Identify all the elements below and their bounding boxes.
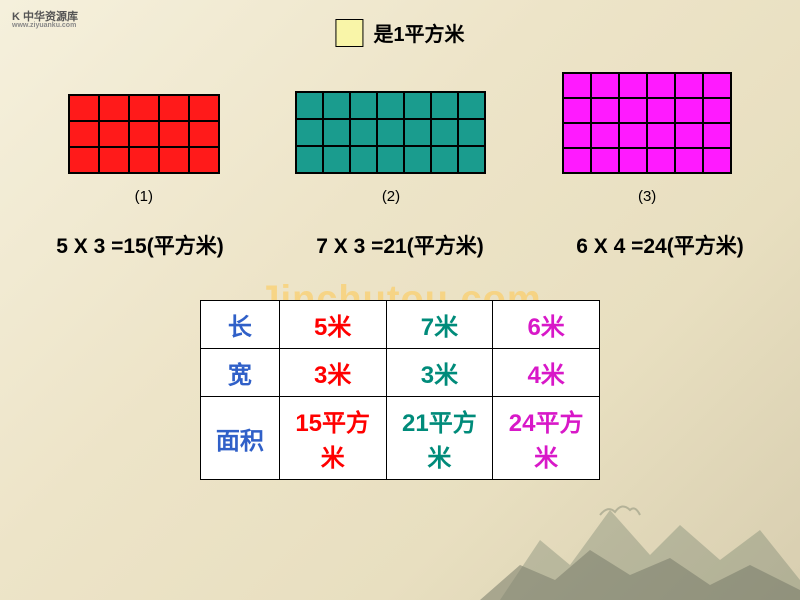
equation-1: 5 X 3 =15(平方米) <box>56 230 223 260</box>
grid-cell <box>377 146 404 173</box>
header-width: 宽 <box>201 349 280 397</box>
grid-cell <box>129 121 159 147</box>
grid-cell <box>189 95 219 121</box>
grid-cell <box>69 121 99 147</box>
grid-cell <box>350 119 377 146</box>
grid-cell <box>647 123 675 148</box>
grid-cell <box>703 148 731 173</box>
grid-cell <box>431 119 458 146</box>
grid-cell <box>404 92 431 119</box>
grid-cell <box>159 121 189 147</box>
grid-cell <box>619 73 647 98</box>
grid-cell <box>296 92 323 119</box>
cell-a-3: 24平方米 <box>493 397 600 480</box>
header-area: 面积 <box>201 397 280 480</box>
grid-cell <box>404 119 431 146</box>
grid-cell <box>99 95 129 121</box>
grid-cell <box>189 147 219 173</box>
grid-cell <box>350 92 377 119</box>
grid-cell <box>296 119 323 146</box>
grid-2 <box>295 91 486 174</box>
grid-cell <box>647 98 675 123</box>
grid-cell <box>703 123 731 148</box>
grid-cell <box>99 147 129 173</box>
legend-box <box>335 19 363 47</box>
grid-cell <box>296 146 323 173</box>
grid-cell <box>377 92 404 119</box>
grid-cell <box>703 98 731 123</box>
logo: K 中华资源库 www.ziyuanku.com <box>12 8 78 29</box>
grid-cell <box>69 95 99 121</box>
grid-cell <box>619 148 647 173</box>
grid-cell <box>591 98 619 123</box>
grid-cell <box>431 146 458 173</box>
equation-3: 6 X 4 =24(平方米) <box>576 230 743 260</box>
grid-cell <box>591 148 619 173</box>
grid-cell <box>129 95 159 121</box>
table-row: 长 5米 7米 6米 <box>201 301 600 349</box>
grid-cell <box>563 148 591 173</box>
grids-row: (1) (2) (3) <box>0 72 800 205</box>
grid-cell <box>675 73 703 98</box>
table-row: 宽 3米 3米 4米 <box>201 349 600 397</box>
grid-label-3: (3) <box>562 188 732 205</box>
cell-l-3: 6米 <box>493 301 600 349</box>
grid-cell <box>675 148 703 173</box>
grid-cell <box>591 73 619 98</box>
grid-cell <box>159 95 189 121</box>
grid-label-1: (1) <box>68 188 220 205</box>
grid-cell <box>591 123 619 148</box>
data-table: 长 5米 7米 6米 宽 3米 3米 4米 面积 15平方米 21平方米 24平… <box>200 300 600 480</box>
equation-2: 7 X 3 =21(平方米) <box>316 230 483 260</box>
cell-w-1: 3米 <box>279 349 386 397</box>
grid-cell <box>159 147 189 173</box>
grid-1 <box>68 94 220 174</box>
logo-sub: www.ziyuanku.com <box>12 22 78 29</box>
legend: 是1平方米 <box>335 18 464 47</box>
table-row: 面积 15平方米 21平方米 24平方米 <box>201 397 600 480</box>
grid-cell <box>323 92 350 119</box>
grid-cell <box>647 73 675 98</box>
data-table-container: 长 5米 7米 6米 宽 3米 3米 4米 面积 15平方米 21平方米 24平… <box>200 300 600 480</box>
grid-item-3: (3) <box>562 72 732 205</box>
mountain-art <box>480 470 800 600</box>
grid-cell <box>69 147 99 173</box>
cell-l-2: 7米 <box>386 301 493 349</box>
grid-cell <box>675 123 703 148</box>
grid-cell <box>404 146 431 173</box>
legend-text: 是1平方米 <box>373 18 464 47</box>
grid-cell <box>458 119 485 146</box>
grid-cell <box>189 121 219 147</box>
header-length: 长 <box>201 301 280 349</box>
grid-item-2: (2) <box>295 91 486 205</box>
grid-cell <box>563 73 591 98</box>
grid-cell <box>563 123 591 148</box>
grid-cell <box>350 146 377 173</box>
grid-3 <box>562 72 732 174</box>
grid-item-1: (1) <box>68 94 220 205</box>
cell-a-2: 21平方米 <box>386 397 493 480</box>
cell-w-2: 3米 <box>386 349 493 397</box>
grid-cell <box>675 98 703 123</box>
grid-cell <box>458 146 485 173</box>
grid-cell <box>431 92 458 119</box>
grid-cell <box>323 119 350 146</box>
cell-a-1: 15平方米 <box>279 397 386 480</box>
grid-label-2: (2) <box>295 188 486 205</box>
grid-cell <box>563 98 591 123</box>
grid-cell <box>377 119 404 146</box>
grid-cell <box>647 148 675 173</box>
grid-cell <box>703 73 731 98</box>
grid-cell <box>323 146 350 173</box>
cell-l-1: 5米 <box>279 301 386 349</box>
grid-cell <box>619 123 647 148</box>
grid-cell <box>619 98 647 123</box>
cell-w-3: 4米 <box>493 349 600 397</box>
grid-cell <box>458 92 485 119</box>
equations-row: 5 X 3 =15(平方米) 7 X 3 =21(平方米) 6 X 4 =24(… <box>0 230 800 260</box>
grid-cell <box>99 121 129 147</box>
grid-cell <box>129 147 159 173</box>
